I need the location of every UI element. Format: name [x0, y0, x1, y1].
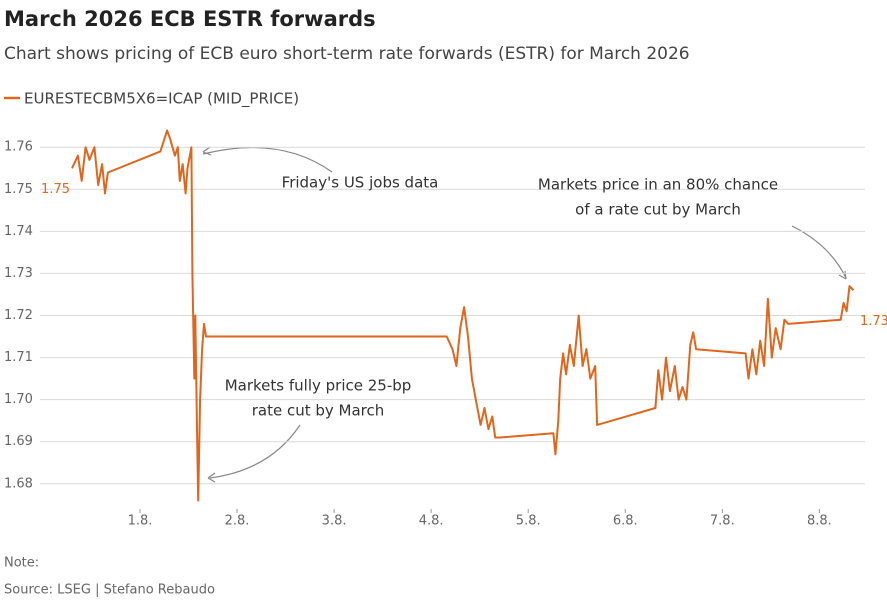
chart-title: March 2026 ECB ESTR forwards [4, 7, 376, 31]
x-tick-label: 4.8. [419, 514, 444, 529]
arrow-head [838, 270, 847, 280]
x-tick-label: 1.8. [128, 514, 153, 529]
y-tick-label: 1.72 [4, 308, 33, 323]
arrow-head [202, 146, 212, 156]
y-tick-label: 1.74 [4, 224, 33, 239]
arrow [209, 424, 301, 479]
annotation: Markets fully price 25-bp [225, 377, 412, 395]
y-tick-label: 1.73 [4, 266, 33, 281]
arrow-head [207, 472, 216, 483]
line [71, 129, 855, 502]
x-tick-label: 6.8. [613, 514, 638, 529]
chart-subtitle: Chart shows pricing of ECB euro short-te… [4, 44, 690, 64]
x-tick-label: 7.8. [710, 514, 735, 529]
annotation: Markets price in an 80% chance [538, 176, 778, 194]
y-tick-label: 1.69 [4, 434, 33, 449]
y-tick-label: 1.75 [4, 182, 33, 197]
y-tick-label: 1.71 [4, 350, 33, 365]
x-tick-label: 8.8. [807, 514, 832, 529]
endpoint-label: 1.75 [41, 182, 70, 197]
y-tick-label: 1.68 [4, 476, 33, 491]
y-tick-label: 1.76 [4, 140, 33, 155]
annotation-arrows [202, 146, 847, 483]
arrow [202, 146, 333, 173]
endpoint-label: 1.73 [860, 314, 887, 329]
annotation: rate cut by March [252, 402, 385, 420]
arrow [791, 225, 847, 279]
y-tick-label: 1.70 [4, 392, 33, 407]
source: Source: LSEG | Stefano Rebaudo [4, 583, 215, 598]
x-tick-label: 3.8. [322, 514, 347, 529]
legend-label: EURESTECBM5X6=ICAP (MID_PRICE) [24, 90, 299, 109]
annotation: Friday's US jobs data [282, 174, 439, 192]
x-tick-label: 5.8. [516, 514, 541, 529]
x-tick-label: 2.8. [225, 514, 250, 529]
note: Note: [4, 556, 39, 571]
annotation: of a rate cut by March [575, 201, 741, 219]
